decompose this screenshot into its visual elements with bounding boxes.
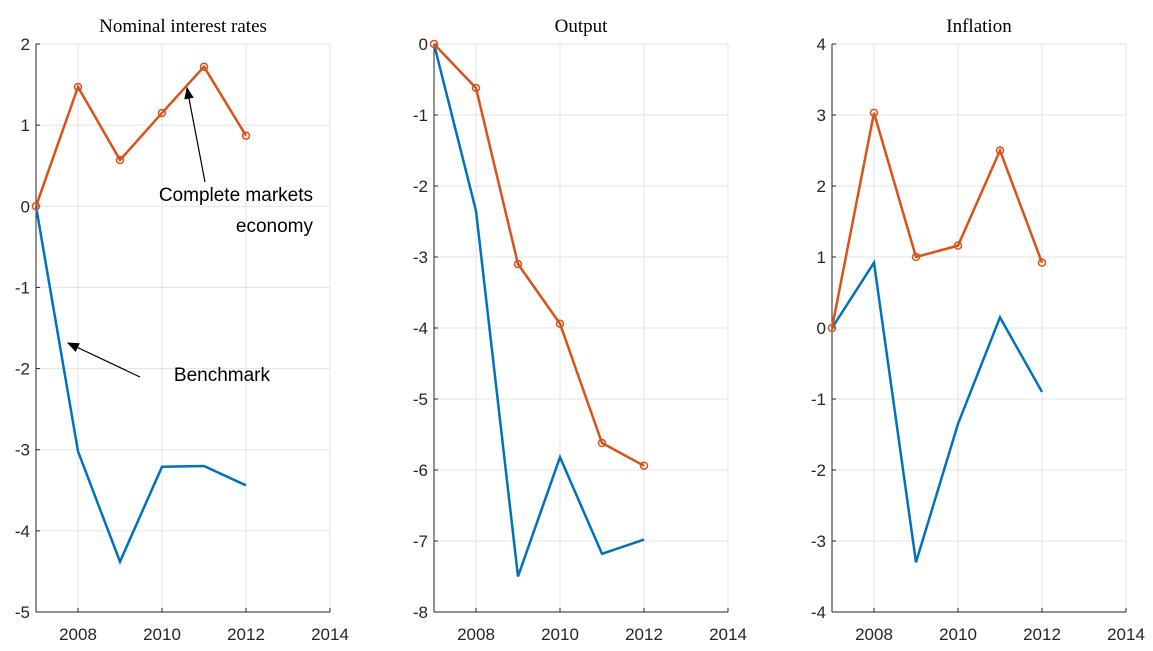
y-tick-label: 2 [817, 177, 826, 196]
marker [639, 461, 649, 470]
y-tick-label: -5 [413, 390, 428, 409]
annotation: economy [236, 216, 314, 237]
x-tick-label: 2008 [457, 625, 495, 644]
marker [73, 82, 83, 92]
marker [31, 202, 41, 211]
y-tick-label: -5 [15, 603, 30, 622]
marker [995, 146, 1005, 155]
y-tick-label: 2 [21, 35, 30, 54]
chart-title: Nominal interest rates [99, 16, 267, 37]
marker [429, 39, 439, 49]
chart-title: Inflation [946, 16, 1012, 37]
marker [911, 252, 921, 262]
annotation-arrow [184, 86, 206, 183]
y-tick-label: -3 [413, 248, 428, 267]
y-tick-label: -2 [413, 177, 428, 196]
marker [241, 131, 251, 140]
y-tick-label: -6 [413, 461, 428, 480]
y-tick-label: 3 [817, 106, 826, 125]
y-tick-label: 0 [817, 319, 826, 338]
annotation-arrow [66, 342, 141, 378]
marker [827, 323, 837, 333]
marker [199, 62, 209, 71]
panel: -4 -3 -2 -1 0 1 2 3 4 2008 2010 2012 2014 Inflation [811, 16, 1145, 644]
y-tick-label: -2 [15, 360, 30, 379]
marker [555, 319, 565, 328]
annotation: Complete markets [159, 185, 313, 206]
marker [471, 83, 481, 93]
y-tick-label: 4 [817, 35, 826, 54]
marker [597, 438, 607, 448]
x-tick-label: 2012 [227, 625, 265, 644]
line [432, 43, 645, 577]
x-tick-label: 2014 [311, 625, 349, 644]
y-tick-label: -8 [413, 603, 428, 622]
line [830, 112, 1044, 329]
y-tick-label: -1 [15, 278, 30, 297]
x-tick-label: 2008 [59, 625, 97, 644]
line [433, 43, 645, 467]
y-tick-label: -4 [413, 319, 428, 338]
x-tick-label: 2010 [541, 625, 579, 644]
annotation: Benchmark [174, 365, 271, 386]
y-tick-label: -4 [15, 522, 30, 541]
y-tick-label: -4 [811, 603, 826, 622]
x-tick-label: 2014 [709, 625, 747, 644]
y-tick-label: -7 [413, 532, 428, 551]
marker [1037, 258, 1047, 267]
x-tick-label: 2012 [625, 625, 663, 644]
y-tick-label: 0 [419, 35, 428, 54]
line [34, 64, 248, 207]
marker [115, 155, 125, 165]
y-tick-label: 1 [817, 248, 826, 267]
y-tick-label: 1 [21, 116, 30, 135]
x-tick-label: 2010 [143, 625, 181, 644]
marker [869, 108, 879, 118]
line [34, 206, 247, 565]
x-tick-label: 2012 [1023, 625, 1061, 644]
x-tick-label: 2014 [1107, 625, 1145, 644]
marker [513, 259, 523, 269]
chart-title: Output [555, 16, 609, 37]
y-tick-label: -1 [413, 106, 428, 125]
marker [953, 241, 963, 250]
y-tick-label: -1 [811, 390, 826, 409]
panel: -5 -4 -3 -2 -1 0 1 2 2008 2010 2012 2014 Nominal int… [15, 16, 349, 644]
y-tick-label: -2 [811, 461, 826, 480]
y-tick-label: -3 [811, 532, 826, 551]
line [830, 259, 1044, 563]
panel: -8 -7 -6 -5 -4 -3 -2 -1 0 2008 2010 2012 2014 Output [413, 16, 747, 644]
x-tick-label: 2010 [939, 625, 977, 644]
y-tick-label: 0 [21, 197, 30, 216]
x-tick-label: 2008 [855, 625, 893, 644]
marker [157, 108, 167, 118]
y-tick-label: -3 [15, 441, 30, 460]
